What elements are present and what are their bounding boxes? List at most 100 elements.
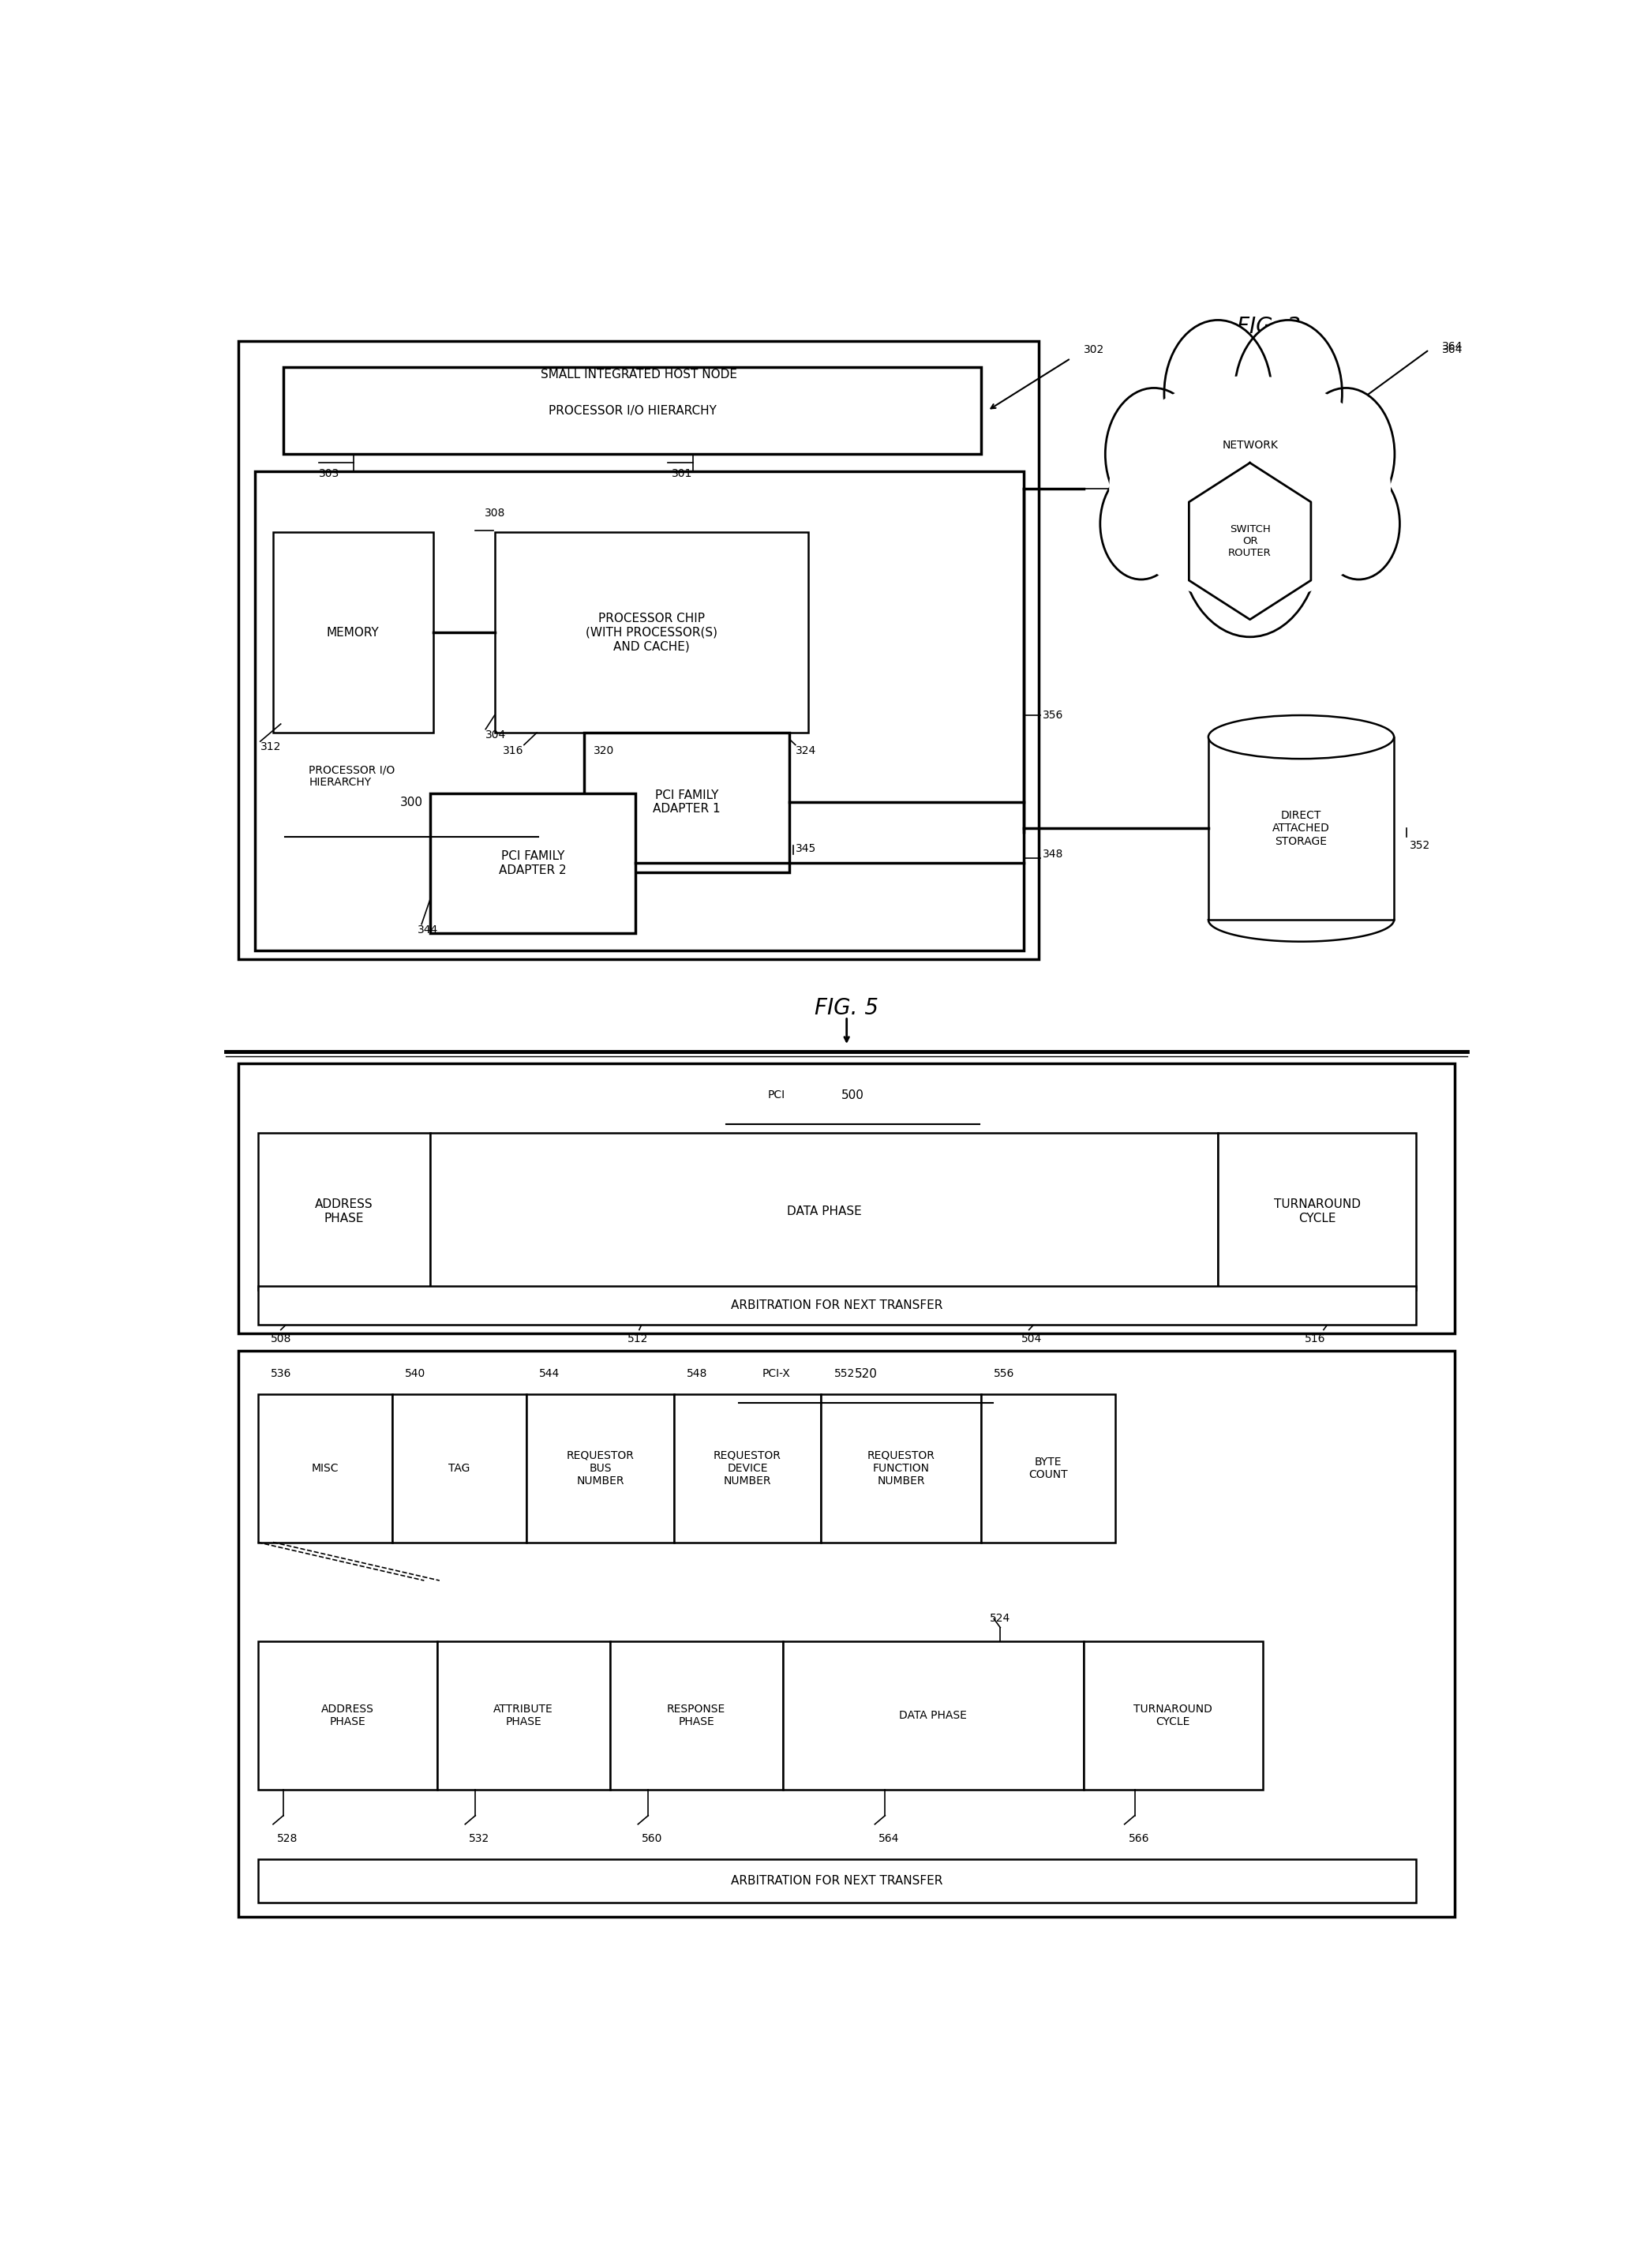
Bar xyxy=(527,1395,674,1542)
Text: 504: 504 xyxy=(1021,1334,1042,1345)
Text: 560: 560 xyxy=(641,1834,662,1845)
Text: FIG. 5: FIG. 5 xyxy=(814,997,879,1020)
Text: 548: 548 xyxy=(687,1368,707,1379)
Bar xyxy=(494,531,808,733)
Circle shape xyxy=(1234,321,1341,466)
Bar xyxy=(1208,737,1394,920)
Bar xyxy=(238,341,1039,959)
Text: FIG. 3: FIG. 3 xyxy=(1237,317,1302,339)
Text: MISC: MISC xyxy=(311,1463,339,1474)
Bar xyxy=(431,794,636,934)
Text: 352: 352 xyxy=(1409,841,1431,852)
Text: 512: 512 xyxy=(628,1334,648,1345)
Bar xyxy=(610,1641,783,1788)
Polygon shape xyxy=(1189,464,1312,620)
Text: PCI-X: PCI-X xyxy=(762,1368,790,1379)
Bar xyxy=(238,1350,1455,1917)
Bar xyxy=(1084,1641,1262,1788)
Text: 320: 320 xyxy=(593,744,615,755)
Bar xyxy=(821,1395,981,1542)
Text: ADDRESS
PHASE: ADDRESS PHASE xyxy=(320,1703,373,1727)
Bar xyxy=(258,1287,1416,1325)
Circle shape xyxy=(1165,321,1272,466)
Text: 348: 348 xyxy=(1042,850,1064,859)
Text: 566: 566 xyxy=(1128,1834,1150,1845)
Text: TURNAROUND
CYCLE: TURNAROUND CYCLE xyxy=(1133,1703,1213,1727)
Text: 564: 564 xyxy=(879,1834,899,1845)
Text: DATA PHASE: DATA PHASE xyxy=(786,1205,862,1216)
Bar xyxy=(258,1395,392,1542)
Text: NETWORK: NETWORK xyxy=(1222,441,1279,450)
Bar xyxy=(254,473,1023,950)
Text: BYTE
COUNT: BYTE COUNT xyxy=(1029,1456,1067,1481)
Circle shape xyxy=(1318,468,1399,579)
Text: 364: 364 xyxy=(1442,344,1462,355)
Bar xyxy=(258,1133,431,1289)
Text: ARBITRATION FOR NEXT TRANSFER: ARBITRATION FOR NEXT TRANSFER xyxy=(732,1300,943,1311)
Text: PCI FAMILY
ADAPTER 1: PCI FAMILY ADAPTER 1 xyxy=(653,789,720,816)
Text: 364: 364 xyxy=(1442,341,1462,353)
Circle shape xyxy=(1297,389,1394,520)
Bar xyxy=(674,1395,821,1542)
Text: DIRECT
ATTACHED
STORAGE: DIRECT ATTACHED STORAGE xyxy=(1272,809,1330,848)
Circle shape xyxy=(1100,468,1183,579)
Text: ATTRIBUTE
PHASE: ATTRIBUTE PHASE xyxy=(494,1703,553,1727)
Text: 360: 360 xyxy=(1127,554,1148,563)
Bar xyxy=(783,1641,1084,1788)
Text: ARBITRATION FOR NEXT TRANSFER: ARBITRATION FOR NEXT TRANSFER xyxy=(732,1874,943,1886)
Text: 552: 552 xyxy=(834,1368,854,1379)
Text: PCI: PCI xyxy=(768,1090,785,1101)
Text: RESPONSE
PHASE: RESPONSE PHASE xyxy=(667,1703,725,1727)
Ellipse shape xyxy=(1108,375,1391,601)
Text: 524: 524 xyxy=(990,1612,1011,1623)
Text: 303: 303 xyxy=(319,468,340,479)
Bar xyxy=(284,366,981,454)
Ellipse shape xyxy=(1208,714,1394,760)
Text: REQUESTOR
FUNCTION
NUMBER: REQUESTOR FUNCTION NUMBER xyxy=(867,1449,935,1485)
Text: 308: 308 xyxy=(484,506,506,518)
Text: 520: 520 xyxy=(854,1368,877,1379)
Text: 345: 345 xyxy=(796,843,816,855)
Text: MEMORY: MEMORY xyxy=(327,626,380,638)
Circle shape xyxy=(1105,389,1203,520)
Text: SMALL INTEGRATED HOST NODE: SMALL INTEGRATED HOST NODE xyxy=(540,369,737,380)
Bar xyxy=(273,531,433,733)
Text: PCI FAMILY
ADAPTER 2: PCI FAMILY ADAPTER 2 xyxy=(499,850,567,875)
Bar xyxy=(436,1641,610,1788)
Text: 304: 304 xyxy=(486,730,506,739)
Text: 536: 536 xyxy=(271,1368,291,1379)
Text: REQUESTOR
BUS
NUMBER: REQUESTOR BUS NUMBER xyxy=(567,1449,634,1485)
Text: PROCESSOR I/O HIERARCHY: PROCESSOR I/O HIERARCHY xyxy=(548,405,717,416)
Text: REQUESTOR
DEVICE
NUMBER: REQUESTOR DEVICE NUMBER xyxy=(714,1449,781,1485)
Text: 301: 301 xyxy=(671,468,692,479)
Text: 312: 312 xyxy=(261,742,281,753)
Text: 356: 356 xyxy=(1042,710,1064,721)
Bar xyxy=(981,1395,1115,1542)
Bar xyxy=(392,1395,527,1542)
Text: 516: 516 xyxy=(1305,1334,1325,1345)
Text: 528: 528 xyxy=(278,1834,297,1845)
Text: PROCESSOR CHIP
(WITH PROCESSOR(S)
AND CACHE): PROCESSOR CHIP (WITH PROCESSOR(S) AND CA… xyxy=(585,613,717,651)
Text: 324: 324 xyxy=(796,744,816,755)
Text: 316: 316 xyxy=(504,744,524,755)
Text: 540: 540 xyxy=(405,1368,426,1379)
Bar xyxy=(258,1641,436,1788)
Text: PROCESSOR I/O
HIERARCHY: PROCESSOR I/O HIERARCHY xyxy=(309,764,395,789)
Circle shape xyxy=(1180,445,1320,638)
Text: SWITCH
OR
ROUTER: SWITCH OR ROUTER xyxy=(1229,525,1272,558)
Bar xyxy=(258,1859,1416,1902)
Bar xyxy=(1218,1133,1416,1289)
Text: 344: 344 xyxy=(418,925,438,936)
Bar xyxy=(238,1063,1455,1334)
Text: TURNAROUND
CYCLE: TURNAROUND CYCLE xyxy=(1274,1198,1361,1223)
Text: 556: 556 xyxy=(995,1368,1014,1379)
Text: 508: 508 xyxy=(271,1334,291,1345)
Text: 300: 300 xyxy=(400,796,423,807)
Text: DATA PHASE: DATA PHASE xyxy=(899,1709,966,1721)
Text: 302: 302 xyxy=(1084,344,1104,355)
Text: 532: 532 xyxy=(469,1834,489,1845)
Text: 544: 544 xyxy=(539,1368,560,1379)
Text: 500: 500 xyxy=(841,1090,864,1101)
Text: TAG: TAG xyxy=(449,1463,471,1474)
Text: ADDRESS
PHASE: ADDRESS PHASE xyxy=(316,1198,373,1223)
